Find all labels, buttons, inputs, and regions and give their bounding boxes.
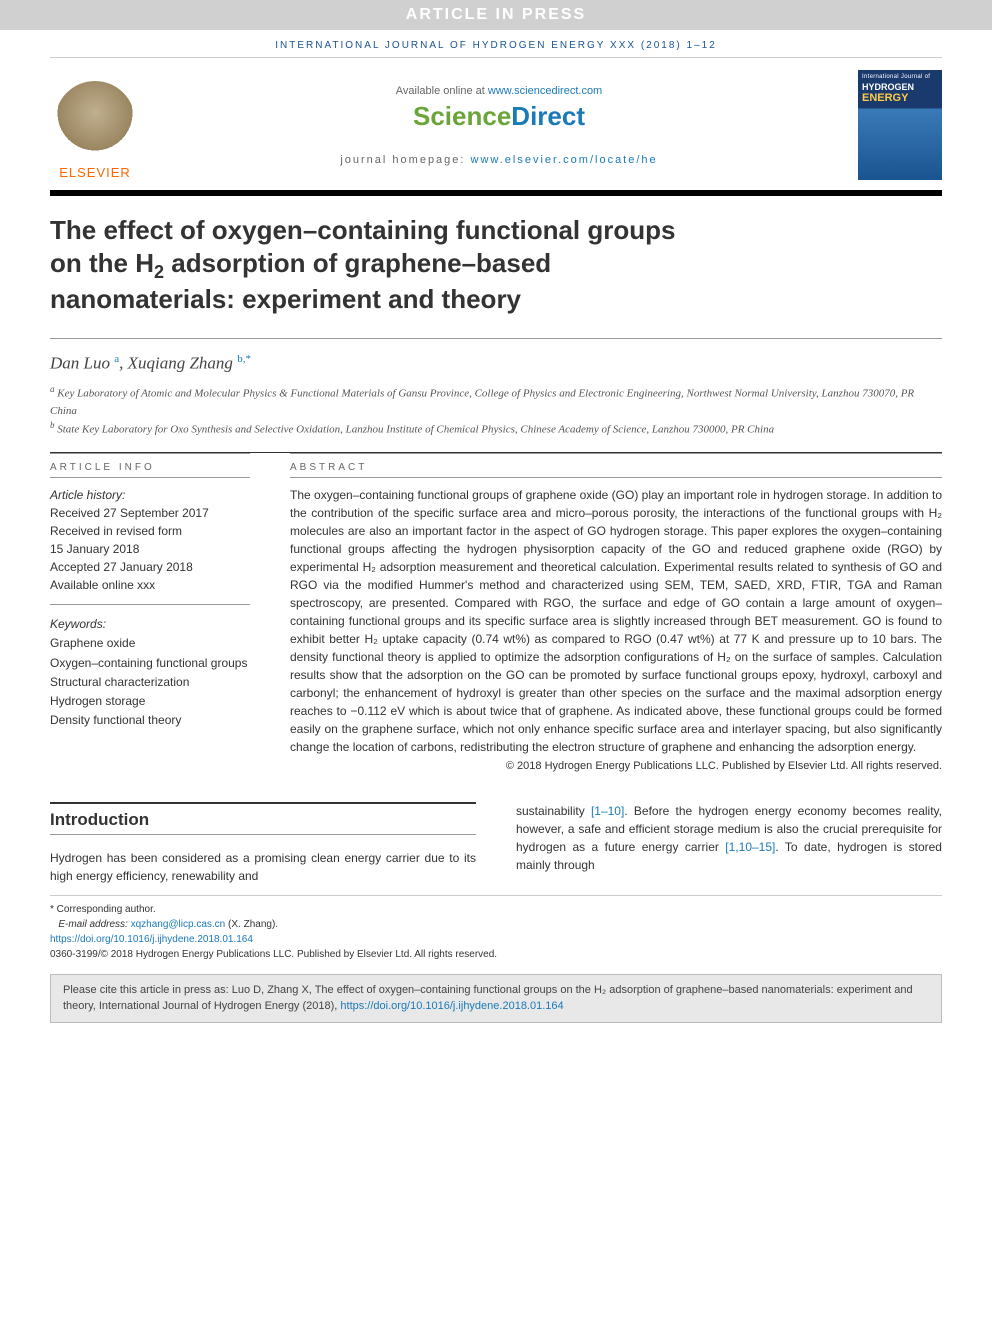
introduction-heading: Introduction [50, 802, 476, 835]
title-block: The effect of oxygen–containing function… [0, 196, 992, 328]
ref-link-2[interactable]: [1,10–15] [725, 840, 775, 854]
sd-direct: Direct [511, 101, 585, 131]
corresponding-author: * Corresponding author. [50, 902, 942, 917]
article-info-header: ARTICLE INFO [50, 453, 250, 478]
title-line3: nanomaterials: experiment and theory [50, 284, 521, 314]
header-center: Available online at www.sciencedirect.co… [156, 85, 842, 166]
col2-pre: sustainability [516, 804, 591, 818]
body-col-left: Introduction Hydrogen has been considere… [50, 802, 476, 885]
sd-science: Science [413, 101, 511, 131]
abstract-header: ABSTRACT [290, 453, 942, 478]
author-2[interactable]: Xuqiang Zhang [128, 353, 233, 372]
affiliation-a-text: Key Laboratory of Atomic and Molecular P… [50, 388, 914, 417]
homepage-link[interactable]: www.elsevier.com/locate/he [471, 154, 658, 166]
article-title: The effect of oxygen–containing function… [50, 214, 942, 316]
abstract-text: The oxygen–containing functional groups … [290, 486, 942, 756]
keywords-block: Keywords: Graphene oxide Oxygen–containi… [50, 615, 250, 730]
body-columns: Introduction Hydrogen has been considere… [0, 772, 992, 895]
available-prefix: Available online at [396, 85, 488, 97]
doi-link[interactable]: https://doi.org/10.1016/j.ijhydene.2018.… [50, 934, 253, 945]
keyword-2: Oxygen–containing functional groups [50, 654, 250, 673]
footnote-block: * Corresponding author. E-mail address: … [50, 895, 942, 968]
homepage-prefix: journal homepage: [340, 154, 470, 166]
info-abstract-row: ARTICLE INFO Article history: Received 2… [0, 453, 992, 772]
cite-box: Please cite this article in press as: Lu… [50, 974, 942, 1023]
keyword-1: Graphene oxide [50, 634, 250, 653]
available-online: Available online at www.sciencedirect.co… [156, 85, 842, 97]
authors: Dan Luo a, Xuqiang Zhang b,* [0, 339, 992, 380]
email-link[interactable]: xqzhang@licp.cas.cn [131, 919, 226, 930]
title-line1: The effect of oxygen–containing function… [50, 215, 675, 245]
author-1[interactable]: Dan Luo [50, 353, 110, 372]
abstract-column: ABSTRACT The oxygen–containing functiona… [290, 453, 942, 772]
keyword-4: Hydrogen storage [50, 692, 250, 711]
elsevier-text: ELSEVIER [59, 165, 131, 180]
intro-col1-text: Hydrogen has been considered as a promis… [50, 849, 476, 885]
cover-line2: HYDROGEN [862, 82, 938, 92]
ref-link-1[interactable]: [1–10] [591, 804, 624, 818]
journal-cover[interactable]: International Journal of HYDROGEN ENERGY [858, 70, 942, 180]
history-accepted: Accepted 27 January 2018 [50, 558, 250, 576]
cover-line1: International Journal of [862, 74, 938, 80]
affiliation-b: b State Key Laboratory for Oxo Synthesis… [50, 419, 942, 438]
history-revised2: 15 January 2018 [50, 540, 250, 558]
sciencedirect-link[interactable]: www.sciencedirect.com [488, 85, 602, 97]
history-received: Received 27 September 2017 [50, 504, 250, 522]
email-line: E-mail address: xqzhang@licp.cas.cn (X. … [50, 917, 942, 932]
affiliations: a Key Laboratory of Atomic and Molecular… [0, 379, 992, 448]
intro-col2-text: sustainability [1–10]. Before the hydrog… [516, 802, 942, 874]
history-label: Article history: [50, 486, 250, 504]
keyword-5: Density functional theory [50, 711, 250, 730]
body-col-right: sustainability [1–10]. Before the hydrog… [516, 802, 942, 885]
issn-line: 0360-3199/© 2018 Hydrogen Energy Publica… [50, 947, 942, 962]
affiliation-b-text: State Key Laboratory for Oxo Synthesis a… [57, 424, 774, 436]
keyword-3: Structural characterization [50, 673, 250, 692]
elsevier-tree-icon [55, 81, 135, 161]
title-line2-post: adsorption of graphene–based [164, 248, 551, 278]
author-2-corr: * [245, 353, 251, 365]
cover-line3: ENERGY [862, 92, 938, 104]
email-label: E-mail address: [58, 919, 130, 930]
author-sep: , [119, 353, 128, 372]
header-block: ELSEVIER Available online at www.science… [0, 58, 992, 190]
affiliation-a: a Key Laboratory of Atomic and Molecular… [50, 383, 942, 419]
journal-homepage: journal homepage: www.elsevier.com/locat… [156, 154, 842, 166]
email-name: (X. Zhang). [225, 919, 278, 930]
history-online: Available online xxx [50, 576, 250, 594]
title-line2-pre: on the H [50, 248, 154, 278]
cite-doi-link[interactable]: https://doi.org/10.1016/j.ijhydene.2018.… [340, 1000, 563, 1012]
article-in-press-banner: ARTICLE IN PRESS [0, 0, 992, 30]
abstract-copyright: © 2018 Hydrogen Energy Publications LLC.… [290, 760, 942, 772]
journal-reference: INTERNATIONAL JOURNAL OF HYDROGEN ENERGY… [50, 30, 942, 58]
elsevier-logo[interactable]: ELSEVIER [50, 70, 140, 180]
title-sub: 2 [154, 262, 164, 282]
history-revised1: Received in revised form [50, 522, 250, 540]
keywords-label: Keywords: [50, 615, 250, 634]
article-info: ARTICLE INFO Article history: Received 2… [50, 453, 250, 772]
history-block: Article history: Received 27 September 2… [50, 486, 250, 605]
sciencedirect-logo[interactable]: ScienceDirect [156, 101, 842, 132]
